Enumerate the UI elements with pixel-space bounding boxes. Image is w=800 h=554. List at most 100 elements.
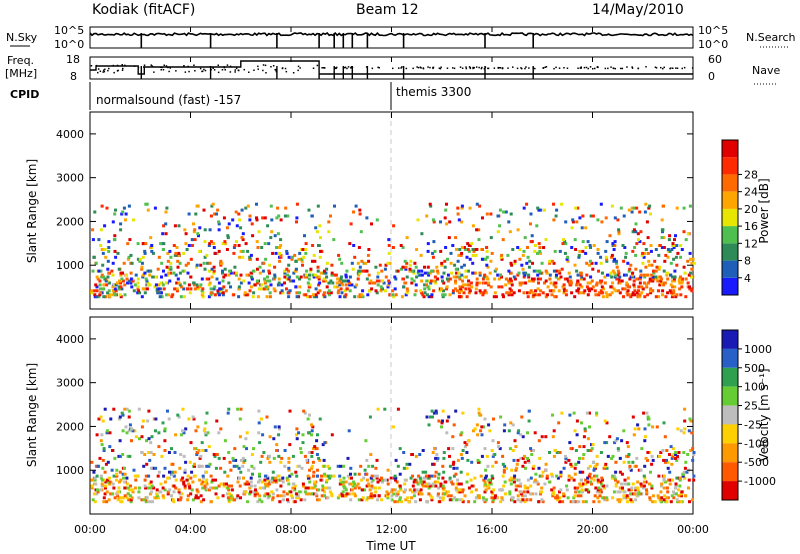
scatter-cell bbox=[490, 251, 494, 255]
scatter-cell bbox=[648, 204, 652, 208]
scatter-cell bbox=[591, 214, 595, 218]
scatter-cell bbox=[648, 279, 652, 283]
scatter-cell bbox=[579, 277, 583, 281]
scatter-cell bbox=[439, 484, 443, 488]
scatter-cell bbox=[263, 279, 267, 283]
scatter-cell bbox=[516, 246, 520, 249]
scatter-cell bbox=[460, 498, 464, 502]
scatter-cell bbox=[344, 293, 348, 297]
scatter-cell bbox=[398, 496, 402, 500]
scatter-cell bbox=[173, 224, 177, 228]
scatter-cell bbox=[315, 447, 319, 451]
scatter-cell bbox=[101, 251, 105, 255]
scatter-cell bbox=[192, 222, 195, 226]
scatter-cell bbox=[460, 456, 464, 460]
scatter-cell bbox=[407, 500, 411, 504]
scatter-cell bbox=[226, 236, 230, 240]
scatter-cell bbox=[221, 279, 225, 283]
scatter-cell bbox=[666, 248, 670, 251]
scatter-cell bbox=[134, 478, 138, 482]
scatter-cell bbox=[250, 275, 253, 279]
scatter-cell bbox=[300, 466, 304, 470]
scatter-cell bbox=[574, 206, 578, 210]
scatter-cell bbox=[398, 486, 402, 490]
scatter-cell bbox=[268, 263, 272, 267]
scatter-cell bbox=[321, 488, 325, 492]
scatter-cell bbox=[455, 466, 459, 470]
scatter-cell bbox=[230, 488, 234, 492]
scatter-cell bbox=[674, 453, 678, 456]
scatter-cell bbox=[688, 204, 692, 208]
scatter-cell bbox=[279, 255, 283, 259]
scatter-cell bbox=[668, 249, 672, 253]
scatter-cell bbox=[636, 488, 640, 492]
colorbar-swatch bbox=[722, 174, 738, 192]
scatter-cell bbox=[448, 293, 452, 297]
scatter-cell bbox=[271, 476, 275, 480]
scatter-cell bbox=[201, 480, 205, 484]
scatter-cell bbox=[471, 253, 475, 257]
scatter-cell bbox=[90, 486, 94, 490]
scatter-cell bbox=[424, 470, 428, 474]
scatter-cell bbox=[316, 474, 319, 478]
scatter-cell bbox=[370, 474, 374, 478]
scatter-cell bbox=[610, 476, 614, 480]
colorbar-swatch bbox=[722, 330, 738, 349]
scatter-cell bbox=[287, 277, 291, 281]
scatter-cell bbox=[263, 242, 267, 246]
scatter-cell bbox=[493, 277, 497, 281]
scatter-cell bbox=[245, 447, 248, 451]
scatter-cell bbox=[687, 478, 691, 482]
scatter-cell bbox=[510, 279, 513, 283]
nave-point bbox=[614, 67, 616, 70]
scatter-cell bbox=[467, 486, 471, 490]
scatter-cell bbox=[255, 218, 259, 222]
scatter-cell bbox=[588, 411, 591, 415]
scatter-cell bbox=[144, 242, 148, 246]
scatter-cell bbox=[474, 248, 478, 251]
scatter-cell bbox=[266, 456, 270, 460]
scatter-cell bbox=[618, 281, 622, 285]
scatter-cell bbox=[660, 482, 664, 486]
scatter-cell bbox=[157, 445, 161, 449]
scatter-cell bbox=[136, 291, 140, 295]
scatter-cell bbox=[386, 283, 390, 287]
scatter-cell bbox=[154, 496, 158, 500]
scatter-cell bbox=[374, 289, 378, 293]
scatter-cell bbox=[680, 490, 684, 494]
scatter-cell bbox=[581, 456, 585, 460]
nave-point bbox=[292, 72, 295, 74]
scatter-cell bbox=[248, 257, 252, 261]
scatter-cell bbox=[481, 293, 485, 297]
scatter-cell bbox=[670, 494, 674, 498]
scatter-cell bbox=[287, 263, 291, 267]
scatter-cell bbox=[295, 295, 299, 299]
scatter-cell bbox=[217, 249, 221, 253]
scatter-cell bbox=[126, 454, 130, 458]
scatter-cell bbox=[586, 476, 590, 480]
scatter-cell bbox=[216, 291, 220, 295]
scatter-cell bbox=[610, 456, 614, 460]
scatter-cell bbox=[391, 293, 395, 297]
scatter-cell bbox=[510, 293, 514, 297]
scatter-cell bbox=[226, 411, 230, 415]
nave-point bbox=[312, 67, 315, 69]
scatter-cell bbox=[424, 476, 428, 480]
scatter-cell bbox=[209, 500, 213, 504]
scatter-cell bbox=[513, 259, 517, 263]
scatter-cell bbox=[635, 277, 639, 281]
scatter-cell bbox=[267, 269, 271, 273]
scatter-cell bbox=[103, 277, 107, 281]
scatter-cell bbox=[666, 466, 670, 470]
scatter-cell bbox=[102, 500, 106, 504]
scatter-cell bbox=[116, 498, 120, 502]
scatter-cell bbox=[108, 295, 112, 299]
scatter-cell bbox=[384, 275, 388, 279]
scatter-cell bbox=[597, 500, 601, 504]
scatter-cell bbox=[106, 267, 110, 271]
scatter-cell bbox=[448, 277, 452, 281]
scatter-cell bbox=[300, 257, 304, 261]
scatter-cell bbox=[310, 451, 314, 454]
scatter-cell bbox=[687, 429, 691, 433]
scatter-cell bbox=[312, 470, 316, 474]
